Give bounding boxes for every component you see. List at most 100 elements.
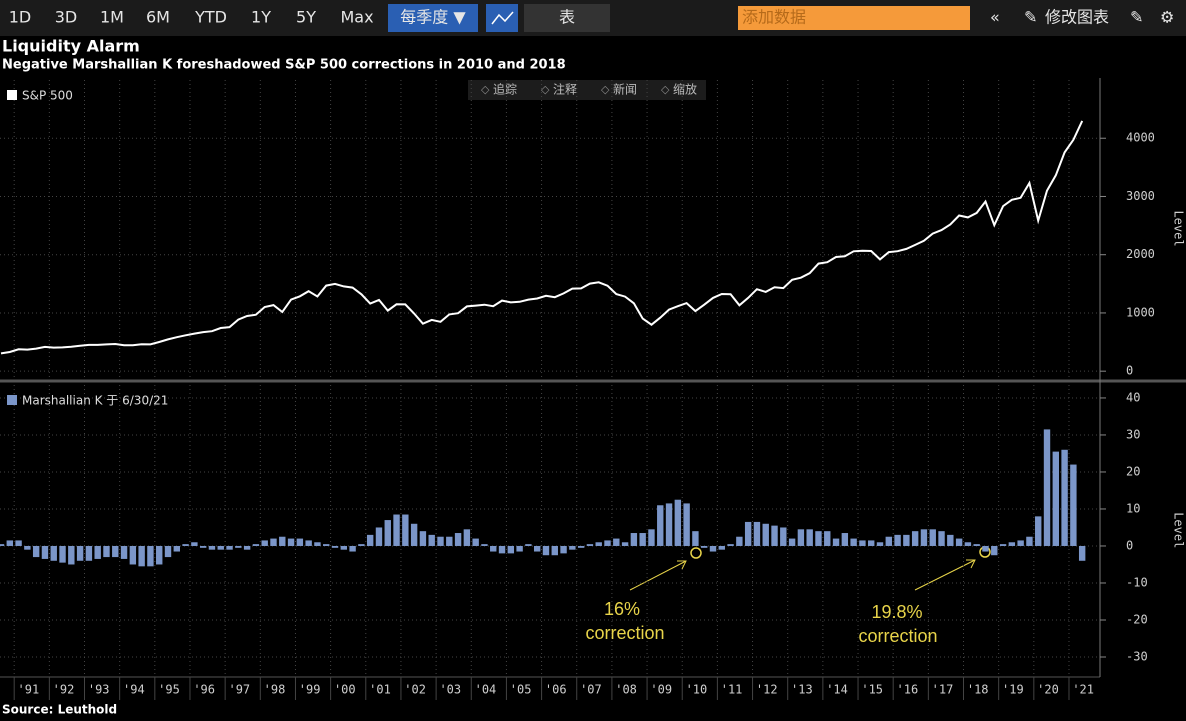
add-data-input[interactable] (738, 6, 970, 30)
bar (903, 534, 910, 546)
bar (481, 544, 488, 546)
bar (815, 531, 822, 546)
bar (692, 531, 699, 546)
bar (876, 542, 884, 546)
bar (349, 545, 356, 552)
bar (454, 533, 462, 546)
bar (243, 545, 251, 550)
legend-label: Marshallian K 于 6/30/21 (22, 394, 168, 408)
bar (261, 540, 268, 546)
bar (446, 536, 453, 546)
bar (410, 523, 418, 546)
y-tick-label: 2000 (1126, 247, 1155, 261)
bar (516, 545, 523, 552)
frequency-label[interactable]: 每季度 ▼ (400, 8, 466, 27)
annotation: 16% (604, 599, 640, 619)
bar (797, 529, 805, 546)
range-button[interactable]: 5Y (296, 8, 316, 27)
bar (832, 538, 840, 546)
chart-tool-icon: ◇ (481, 83, 490, 96)
bar (894, 534, 901, 546)
bar (771, 525, 778, 546)
chart-tool[interactable]: 新闻 (613, 82, 637, 97)
range-button[interactable]: 6M (146, 8, 170, 27)
bar (270, 538, 277, 546)
bar (929, 529, 936, 546)
bar (366, 534, 374, 546)
frequency-button[interactable] (388, 4, 478, 32)
x-tick-label: '19 (1002, 683, 1024, 697)
y-tick-label: 30 (1126, 427, 1140, 441)
annotation: correction (585, 623, 664, 643)
bar (1026, 536, 1033, 546)
x-tick-label: '98 (264, 683, 286, 697)
bar (112, 545, 119, 558)
bar (182, 544, 189, 546)
bar (103, 545, 110, 558)
chart-tool[interactable]: 注释 (553, 82, 577, 97)
collapse-icon[interactable]: « (990, 8, 1000, 27)
bar (323, 544, 330, 546)
x-tick-label: '96 (193, 683, 215, 697)
range-button[interactable]: Max (340, 8, 373, 27)
bar (129, 545, 137, 565)
bar (191, 542, 198, 546)
chart-icon (491, 11, 514, 25)
bar (1061, 449, 1068, 546)
bar (885, 536, 892, 546)
bar (859, 540, 866, 546)
bar (973, 544, 980, 546)
range-button[interactable]: 1Y (251, 8, 271, 27)
bar (6, 540, 13, 546)
bar (982, 545, 989, 552)
table-button[interactable] (524, 4, 610, 32)
x-tick-label: '09 (650, 683, 672, 697)
x-tick-label: '94 (123, 683, 145, 697)
bar (938, 531, 945, 546)
bar (920, 529, 928, 546)
x-tick-label: '97 (228, 683, 250, 697)
bar (947, 534, 954, 546)
bar (375, 527, 383, 546)
settings-edit-icon[interactable]: ✎ (1130, 8, 1143, 27)
bar (94, 545, 101, 559)
annotation-arrowhead (677, 560, 687, 570)
bar (999, 544, 1007, 546)
edit-chart-label[interactable]: 修改图表 (1045, 8, 1109, 27)
bar (147, 545, 154, 567)
bar (217, 545, 224, 550)
bar (525, 544, 532, 546)
x-tick-label: '92 (53, 683, 75, 697)
bar (727, 544, 734, 546)
bar (208, 545, 216, 550)
bar (560, 545, 567, 554)
range-button[interactable]: 1D (9, 8, 32, 27)
gear-icon[interactable]: ⚙ (1160, 8, 1174, 27)
bar (551, 545, 558, 556)
annotation-arrow (629, 560, 687, 591)
x-tick-label: '99 (299, 683, 321, 697)
bar (41, 545, 49, 559)
chart-tool[interactable]: 缩放 (673, 82, 697, 97)
y-tick-label: 0 (1126, 538, 1133, 552)
bar (586, 544, 594, 546)
bar (613, 538, 620, 546)
bar (841, 533, 849, 546)
x-tick-label: '05 (510, 683, 532, 697)
range-button[interactable]: 3D (55, 8, 78, 27)
y-tick-label: -10 (1126, 575, 1148, 589)
y-axis-label: Level (1172, 210, 1186, 246)
bar (419, 531, 427, 546)
bar (314, 542, 321, 546)
add-data-placeholder[interactable]: 添加数据 (742, 8, 806, 27)
range-button[interactable]: 1M (100, 8, 124, 27)
source: Source: Leuthold (2, 703, 117, 717)
table-label[interactable]: 表 (559, 8, 575, 27)
pencil-icon[interactable]: ✎ (1024, 8, 1037, 27)
bar (235, 545, 242, 548)
bar (1017, 540, 1024, 546)
chart-tool[interactable]: 追踪 (493, 82, 517, 97)
range-button[interactable]: YTD (194, 8, 227, 27)
bar (164, 545, 172, 558)
